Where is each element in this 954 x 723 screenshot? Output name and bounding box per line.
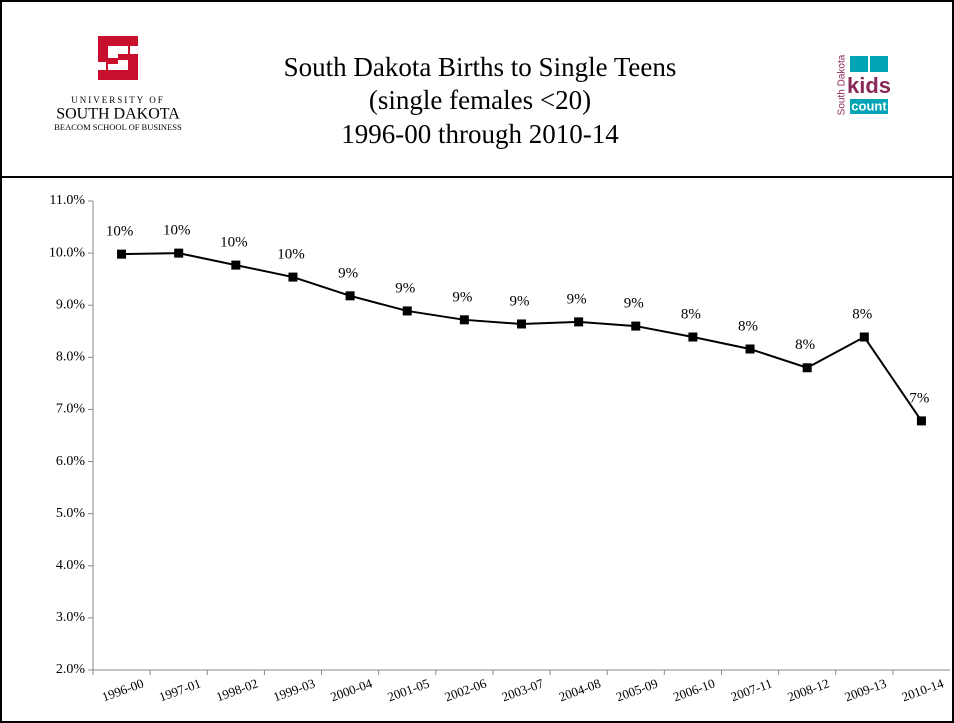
- data-label: 9%: [395, 280, 415, 296]
- marker: [916, 416, 926, 426]
- marker: [631, 321, 641, 331]
- data-label: 8%: [852, 306, 872, 322]
- kids-text: count: [851, 98, 887, 113]
- data-label: 9%: [452, 289, 472, 305]
- x-tick-label: 2009-13: [842, 676, 888, 705]
- y-tick-label: 5.0%: [56, 506, 86, 521]
- y-tick-label: 8.0%: [56, 350, 86, 365]
- kids-text: South Dakota: [837, 54, 848, 115]
- kids-text: kids: [847, 73, 891, 98]
- marker: [802, 363, 812, 373]
- x-tick-label: 2001-05: [385, 676, 431, 705]
- y-tick-label: 11.0%: [49, 193, 85, 208]
- data-label: 8%: [738, 318, 758, 334]
- x-tick-label: 2008-12: [785, 676, 831, 705]
- chart-title: 1996-00 through 2010-14: [341, 119, 619, 149]
- data-label: 8%: [681, 306, 701, 322]
- data-label: 9%: [338, 265, 358, 281]
- marker: [459, 315, 469, 325]
- x-tick-label: 2002-06: [443, 675, 489, 704]
- x-tick-label: 2007-11: [729, 676, 774, 705]
- data-label: 7%: [909, 390, 929, 406]
- y-tick-label: 10.0%: [49, 245, 86, 260]
- x-tick-label: 1999-03: [271, 676, 317, 705]
- data-label: 10%: [163, 223, 191, 239]
- data-label: 9%: [624, 296, 644, 312]
- marker: [574, 317, 584, 327]
- chart-border: [0, 176, 954, 723]
- x-tick-label: 2003-07: [500, 675, 546, 704]
- data-label: 10%: [277, 247, 305, 263]
- x-tick-label: 1998-02: [214, 676, 260, 705]
- marker: [688, 332, 698, 342]
- marker: [517, 319, 526, 329]
- marker: [345, 291, 355, 301]
- x-tick-label: 1996-00: [100, 676, 146, 705]
- y-tick-label: 9.0%: [56, 297, 86, 312]
- data-label: 8%: [795, 337, 815, 353]
- y-tick-label: 7.0%: [56, 402, 86, 417]
- usd-text: BEACOM SCHOOL OF BUSINESS: [54, 122, 182, 132]
- x-tick-label: 1997-01: [157, 676, 203, 705]
- usd-emblem-inner: [108, 46, 128, 70]
- logo-block: [850, 56, 868, 72]
- marker: [859, 332, 869, 342]
- y-tick-label: 4.0%: [56, 558, 86, 573]
- logo-block: [870, 56, 888, 72]
- marker: [174, 248, 184, 258]
- data-label: 10%: [220, 235, 248, 251]
- marker: [402, 306, 412, 316]
- usd-text: UNIVERSITY OF: [71, 95, 164, 105]
- x-tick-label: 2000-04: [328, 675, 374, 704]
- data-label: 9%: [567, 291, 587, 307]
- y-tick-label: 6.0%: [56, 454, 86, 469]
- x-tick-label: 2010-14: [900, 675, 946, 704]
- y-tick-label: 2.0%: [56, 662, 86, 677]
- logo-block: [850, 99, 888, 114]
- x-tick-label: 2006-10: [671, 676, 717, 705]
- chart-title: (single females <20): [369, 85, 591, 115]
- marker: [288, 272, 298, 282]
- usd-logo: UNIVERSITY OF SOUTH DAKOTA BEACOM SCHOOL…: [54, 36, 182, 132]
- data-label: 10%: [106, 224, 134, 240]
- x-tick-label: 2005-09: [614, 676, 660, 705]
- kids-count-logo: South Dakota kids count: [837, 54, 891, 115]
- usd-text: SOUTH DAKOTA: [56, 106, 180, 123]
- x-tick-label: 2004-08: [557, 676, 603, 705]
- marker: [231, 260, 241, 270]
- chart-title: South Dakota Births to Single Teens: [284, 52, 677, 82]
- marker: [117, 249, 127, 259]
- data-label: 9%: [510, 293, 530, 309]
- y-tick-label: 3.0%: [56, 610, 86, 625]
- marker: [745, 344, 755, 354]
